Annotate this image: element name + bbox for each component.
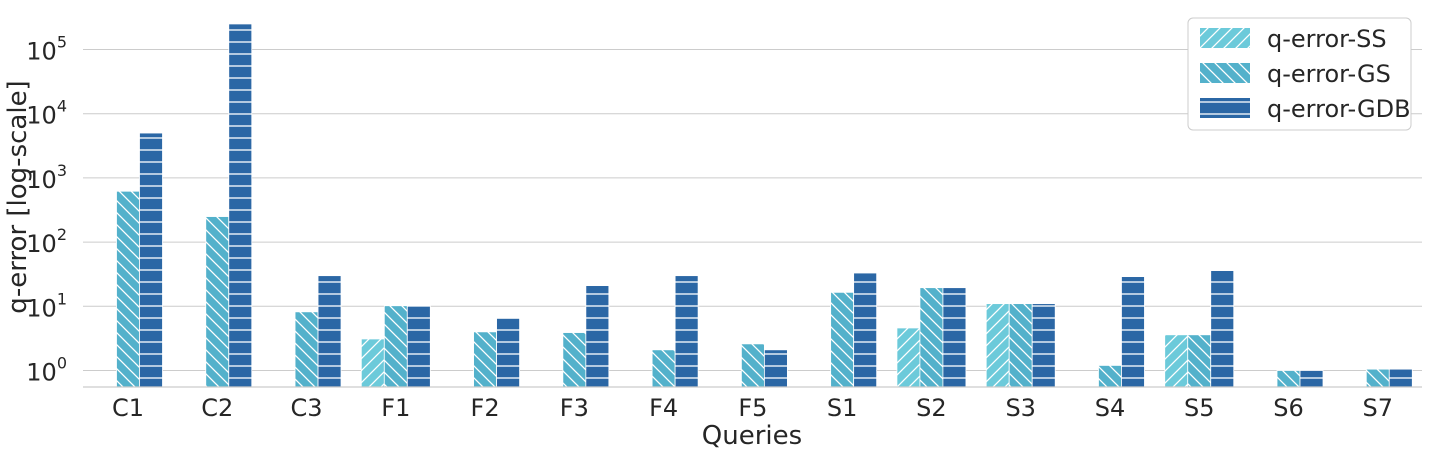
bar-q-error-GS-F4 [651,349,676,388]
bar-q-error-GDB-S1 [853,272,878,388]
bar-q-error-GDB-C2 [228,23,253,388]
x-tick-label: F5 [738,394,767,422]
bar-q-error-GS-F5 [740,343,765,388]
bar-q-error-GS-F2 [473,331,497,388]
bar-q-error-GS-S7 [1365,368,1390,388]
bar-q-error-GS-S1 [830,291,855,388]
legend-label: q-error-GDB [1267,95,1411,123]
bar-q-error-GDB-S4 [1121,276,1145,388]
bar-q-error-GDB-S5 [1210,270,1235,388]
x-tick-label: S6 [1273,394,1304,422]
bar-q-error-GS-S6 [1276,370,1301,388]
x-tick-label: C3 [291,394,323,422]
bar-q-error-GS-S3 [1008,303,1033,388]
legend: q-error-SS q-error-GS q-error-GDB [1187,17,1412,131]
y-tick-label: 102 [26,225,67,258]
x-axis-label: Queries [702,421,802,451]
bar-q-error-GDB-C1 [139,132,163,388]
x-tick-labels: C1 C2 C3 F1 F2 F3 F4 F5 S1 S2 S3 S4 S5 S6 S7 [112,394,1393,422]
x-tick-label: C1 [112,394,144,422]
bar-q-error-GDB-F1 [406,305,431,388]
bar-q-error-GS-C3 [294,311,319,388]
y-axis-label: q-error [log-scale] [3,80,33,313]
x-tick-label: S4 [1095,394,1126,422]
y-tick-label: 104 [26,97,67,130]
bar-q-error-GDB-C3 [317,275,342,388]
bar-q-error-GDB-F4 [674,275,699,388]
bar-q-error-GDB-F3 [585,285,610,388]
x-tick-label: S3 [1005,394,1036,422]
x-tick-label: S1 [827,394,858,422]
y-tick-label: 100 [26,354,67,387]
bar-q-error-GS-C2 [205,216,230,388]
legend-swatch-q-error-GDB [1200,98,1250,118]
y-tick-label: 105 [26,33,67,66]
bar-q-error-SS-F1 [360,338,385,388]
x-tick-label: C2 [201,394,233,422]
bar-q-error-SS-S2 [896,327,921,388]
x-tick-label: F4 [649,394,678,422]
x-tick-label: F1 [381,394,410,422]
bar-q-error-GDB-S2 [942,287,967,388]
bar-q-error-GS-S5 [1187,334,1212,388]
y-tick-label: 101 [26,289,67,322]
legend-swatch-q-error-GS [1200,63,1250,83]
bar-q-error-GS-F1 [383,305,408,388]
bar-q-error-GDB-S6 [1299,370,1324,388]
y-tick-labels: 100 101 102 103 104 105 [26,33,67,387]
legend-label: q-error-GS [1267,60,1391,88]
x-tick-label: S5 [1184,394,1215,422]
bar-q-error-GDB-F5 [763,349,788,388]
x-tick-label: S7 [1363,394,1394,422]
bar-q-error-GS-C1 [116,190,140,388]
y-tick-label: 103 [26,161,67,194]
bar-q-error-GS-S4 [1098,365,1122,388]
x-tick-label: F3 [560,394,589,422]
bar-q-error-GDB-S7 [1388,368,1413,388]
bar-q-error-SS-S3 [985,303,1010,388]
bar-q-error-GS-S2 [919,287,944,388]
bar-q-error-GS-F3 [562,332,587,388]
bar-q-error-SS-S5 [1164,334,1189,388]
bars [116,23,1413,388]
bar-q-error-GDB-F2 [496,317,520,388]
x-tick-label: S2 [916,394,947,422]
x-tick-label: F2 [471,394,500,422]
bar-q-error-GDB-S3 [1031,303,1056,388]
legend-label: q-error-SS [1267,25,1387,53]
legend-swatch-q-error-SS [1200,28,1250,48]
